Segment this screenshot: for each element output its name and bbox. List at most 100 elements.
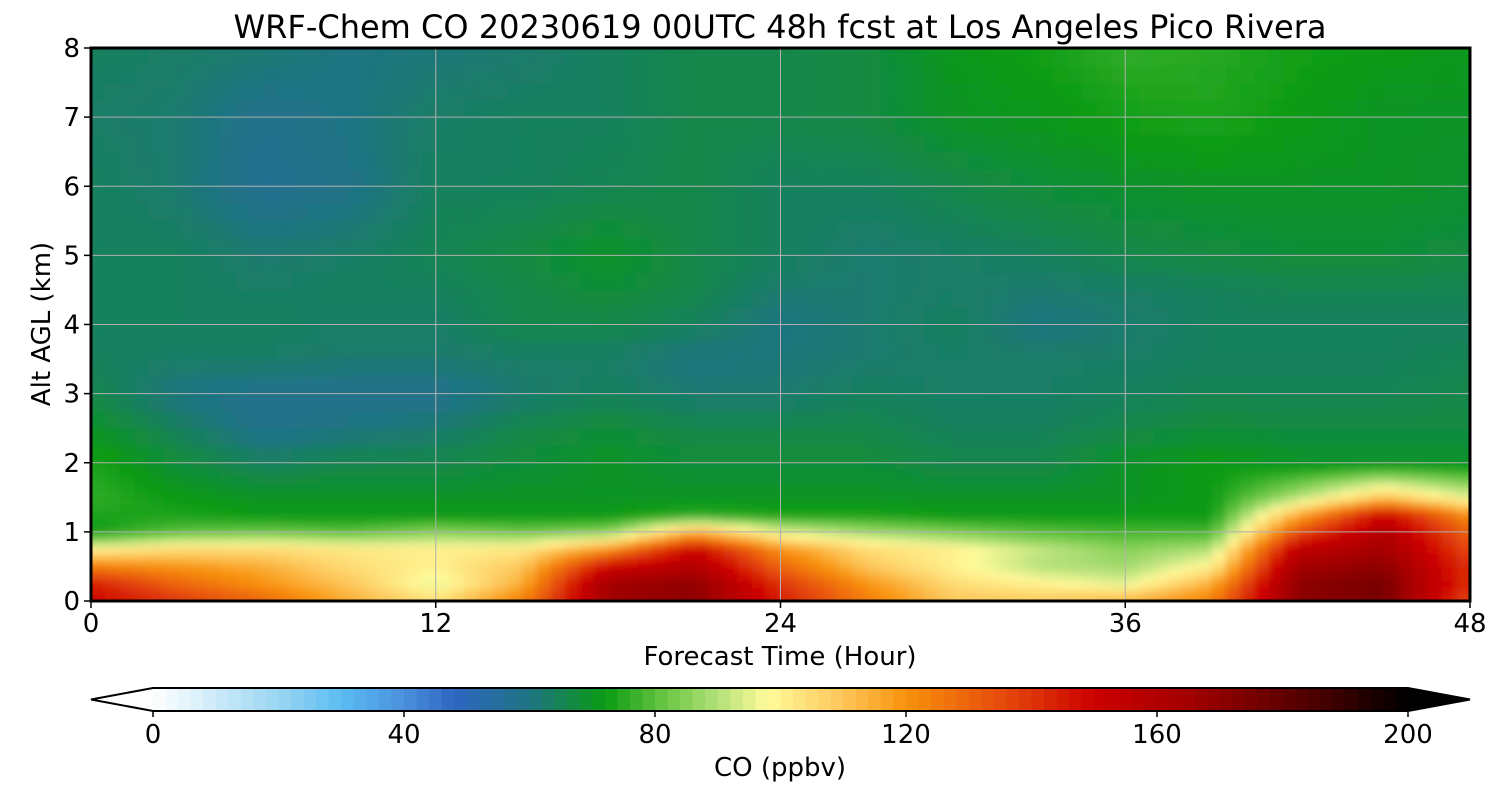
heatmap-cell: [349, 511, 365, 519]
heatmap-cell: [249, 203, 264, 222]
heatmap-cell: [852, 307, 868, 326]
heatmap-cell: [493, 359, 509, 377]
heatmap-cell: [1110, 531, 1126, 540]
heatmap-cell: [1340, 518, 1356, 526]
heatmap-cell: [952, 151, 968, 170]
heatmap-cell: [1441, 117, 1457, 136]
heatmap-cell: [579, 490, 595, 498]
heatmap-cell: [148, 445, 164, 464]
heatmap-cell: [881, 238, 897, 256]
heatmap-cell: [1412, 518, 1428, 526]
heatmap-cell: [981, 462, 997, 471]
heatmap-cell: [1426, 445, 1442, 464]
heatmap-cell: [924, 531, 940, 540]
heatmap-cell: [1039, 117, 1055, 136]
heatmap-cell: [565, 538, 580, 547]
heatmap-cell: [320, 524, 336, 533]
x-axis-label: Forecast Time (Hour): [643, 642, 916, 672]
heatmap-cell: [550, 445, 566, 464]
heatmap-cell: [1211, 376, 1227, 395]
heatmap-cell: [1340, 289, 1356, 308]
heatmap-cell: [1426, 376, 1442, 395]
heatmap-cell: [565, 289, 580, 308]
heatmap-cell: [665, 341, 681, 360]
heatmap-cell: [622, 238, 638, 256]
heatmap-cell: [1412, 186, 1428, 205]
heatmap-cell: [550, 469, 566, 478]
heatmap-cell: [205, 324, 221, 343]
heatmap-cell: [234, 410, 250, 429]
heatmap-cell: [679, 186, 695, 205]
heatmap-cell: [536, 545, 552, 554]
heatmap-cell: [1096, 445, 1112, 464]
heatmap-cell: [306, 82, 322, 101]
heatmap-cell: [679, 48, 695, 66]
heatmap-cell: [1441, 594, 1457, 601]
heatmap-cell: [565, 552, 580, 561]
heatmap-cell: [1168, 538, 1184, 547]
heatmap-cell: [464, 594, 480, 601]
heatmap-cell: [780, 566, 796, 574]
heatmap-cell: [679, 238, 695, 256]
heatmap-cell: [938, 186, 954, 205]
heatmap-cell: [1268, 511, 1284, 519]
heatmap-cell: [363, 559, 379, 568]
heatmap-cell: [1110, 552, 1126, 561]
heatmap-cell: [249, 117, 264, 136]
heatmap-cell: [694, 65, 710, 84]
heatmap-cell: [177, 594, 193, 601]
heatmap-cell: [780, 587, 796, 595]
heatmap-cell: [651, 220, 667, 239]
heatmap-cell: [1441, 82, 1457, 101]
heatmap-cell: [550, 117, 566, 136]
heatmap-cell: [780, 99, 796, 118]
heatmap-cell: [234, 307, 250, 326]
heatmap-cell: [737, 587, 753, 595]
heatmap-cell: [320, 186, 336, 205]
heatmap-cell: [320, 538, 336, 547]
heatmap-cell: [766, 573, 782, 581]
heatmap-cell: [1355, 82, 1371, 101]
heatmap-cell: [1139, 307, 1155, 326]
heatmap-cell: [909, 359, 925, 377]
heatmap-cell: [292, 168, 308, 187]
heatmap-cell: [1039, 552, 1055, 561]
heatmap-cell: [1096, 151, 1112, 170]
colorbar-label: CO (ppbv): [714, 753, 846, 783]
heatmap-cell: [134, 490, 150, 498]
heatmap-cell: [1024, 186, 1040, 205]
heatmap-cell: [464, 203, 480, 222]
heatmap-cell: [1197, 48, 1213, 66]
heatmap-cell: [1082, 524, 1098, 533]
heatmap-cell: [277, 65, 293, 84]
heatmap-cell: [1010, 497, 1026, 505]
heatmap-cell: [981, 476, 997, 485]
heatmap-cell: [909, 151, 925, 170]
heatmap-cell: [148, 504, 164, 512]
heatmap-cell: [1340, 220, 1356, 239]
heatmap-cell: [938, 524, 954, 533]
heatmap-cell: [622, 428, 638, 447]
heatmap-cell: [1283, 428, 1299, 447]
heatmap-cell: [320, 445, 336, 464]
heatmap-cell: [1182, 238, 1198, 256]
heatmap-cell: [1297, 524, 1313, 533]
heatmap-cell: [1010, 359, 1026, 377]
heatmap-cell: [694, 545, 710, 554]
heatmap-cell: [1053, 99, 1069, 118]
heatmap-cell: [565, 524, 580, 533]
heatmap-cell: [651, 324, 667, 343]
heatmap-cell: [550, 573, 566, 581]
heatmap-cell: [780, 497, 796, 505]
heatmap-cell: [220, 220, 236, 239]
heatmap-cell: [924, 48, 940, 66]
heatmap-cell: [1182, 48, 1198, 66]
colorbar-swatch: [1295, 688, 1309, 711]
heatmap-cell: [234, 393, 250, 412]
heatmap-cell: [593, 255, 609, 274]
heatmap-cell: [1197, 580, 1213, 588]
heatmap-cell: [593, 497, 609, 505]
heatmap-cell: [1053, 511, 1069, 519]
heatmap-cell: [435, 238, 451, 256]
